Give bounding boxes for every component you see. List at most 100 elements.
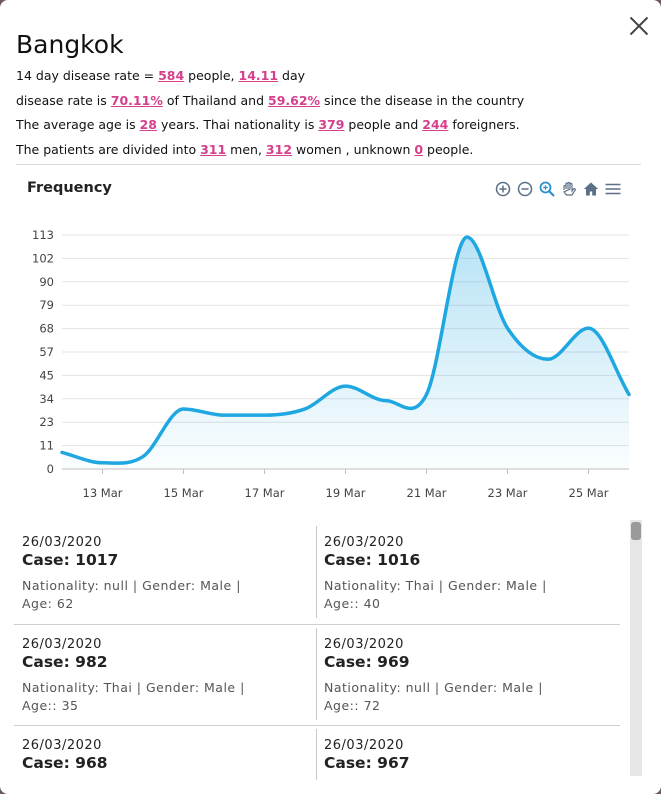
chart-toolbar — [494, 180, 622, 198]
pct-thailand-value: 70.11% — [110, 92, 163, 108]
case-date: 26/03/2020 — [324, 738, 404, 753]
case-meta-line: Nationality: null | Gender: Male | — [324, 680, 543, 695]
x-tick-label: 15 Mar — [164, 486, 204, 500]
foreign-count-value: 244 — [422, 117, 449, 132]
x-tick-label: 23 Mar — [488, 486, 528, 500]
frequency-chart: 0 11 23 34 45 57 68 79 90 102 113 13 Mar 15 Mar 17 M… — [32, 228, 631, 500]
summary-text-part: years. Thai nationality is — [157, 117, 319, 132]
case-meta-line: Age:: 35 — [22, 698, 79, 713]
summary-text-part: people. — [423, 141, 474, 157]
series-points — [61, 236, 630, 463]
case-meta: Nationality: null | Gender: Male | Age: 6… — [22, 577, 310, 613]
case-list-scrollbar[interactable] — [630, 520, 642, 776]
summary-text-part: foreigners. — [448, 117, 520, 132]
y-tick-label: 79 — [39, 298, 54, 312]
case-number: Case: 982 — [22, 653, 108, 671]
menu-icon[interactable] — [604, 180, 622, 198]
summary-line-1: 14 day disease rate = 584 people, 14.11 … — [16, 64, 636, 89]
case-card[interactable]: 26/03/2020 Case: 982 Nationality: Thai |… — [14, 622, 310, 722]
case-number: Case: 969 — [324, 653, 410, 671]
case-number: Case: 968 — [22, 754, 108, 772]
case-number: Case: 967 — [324, 754, 410, 772]
x-axis: 13 Mar 15 Mar 17 Mar 19 Mar 21 Mar 23 Mar 25 M… — [83, 469, 609, 500]
case-date: 26/03/2020 — [22, 738, 102, 753]
summary-text-part: day — [278, 68, 306, 83]
summary-text-part: women , unknown — [292, 141, 415, 157]
case-number: Case: 1017 — [22, 551, 119, 569]
case-card[interactable]: 26/03/2020 Case: 1016 Nationality: Thai … — [316, 520, 612, 620]
summary-text-part: since the disease in the country — [320, 92, 525, 108]
zoom-selection-icon[interactable] — [538, 180, 556, 198]
case-list: 26/03/2020 Case: 1017 Nationality: null … — [14, 520, 620, 780]
y-axis: 0 11 23 34 45 57 68 79 90 102 113 — [32, 228, 54, 476]
page-title: Bangkok — [16, 30, 124, 59]
x-tick-label: 25 Mar — [569, 486, 609, 500]
days-value: 14.11 — [238, 68, 279, 83]
card-separator — [316, 628, 317, 720]
case-date: 26/03/2020 — [22, 535, 102, 550]
row-separator — [14, 624, 620, 625]
case-meta-line: Nationality: Thai | Gender: Male | — [22, 680, 245, 695]
close-icon[interactable] — [627, 14, 651, 38]
summary-text-part: people and — [344, 117, 423, 132]
card-separator — [316, 526, 317, 618]
x-tick-label: 21 Mar — [407, 486, 447, 500]
case-meta-line: Nationality: null | Gender: Male | — [22, 578, 241, 593]
case-card[interactable]: 26/03/2020 Case: 1017 Nationality: null … — [14, 520, 310, 620]
avg-age-value: 28 — [139, 117, 157, 132]
case-meta: Nationality: Thai | Gender: Male |Age:: … — [22, 679, 310, 715]
case-date: 26/03/2020 — [324, 535, 404, 550]
y-tick-label: 57 — [39, 345, 54, 359]
case-meta-line: Age:: 72 — [324, 698, 381, 713]
y-tick-label: 45 — [39, 368, 54, 382]
y-tick-label: 68 — [39, 322, 54, 336]
y-tick-label: 23 — [39, 415, 54, 429]
case-card[interactable]: 26/03/2020 Case: 969 Nationality: null |… — [316, 622, 612, 722]
x-tick-label: 19 Mar — [326, 486, 366, 500]
summary-text-part: of Thailand and — [162, 92, 268, 108]
case-date: 26/03/2020 — [324, 637, 404, 652]
x-tick-label: 13 Mar — [83, 486, 123, 500]
series-line — [60, 235, 631, 465]
y-tick-label: 113 — [32, 228, 54, 242]
summary-text-part: disease rate is — [16, 92, 111, 108]
y-tick-label: 0 — [47, 462, 54, 476]
case-card[interactable]: 26/03/2020 Case: 967 — [316, 723, 612, 780]
case-meta: Nationality: Thai | Gender: Male |Age:: … — [324, 577, 612, 613]
summary-text-part: men, — [226, 141, 266, 157]
chart-title: Frequency — [27, 180, 112, 196]
y-tick-label: 11 — [39, 439, 54, 453]
y-tick-label: 90 — [39, 275, 54, 289]
summary-line-2: disease rate is 70.11% of Thailand and 5… — [16, 89, 636, 114]
divider — [16, 164, 641, 165]
y-tick-label: 102 — [32, 251, 54, 265]
summary-line-3: The average age is 28 years. Thai nation… — [16, 113, 636, 138]
men-count-value: 311 — [200, 141, 227, 157]
y-tick-label: 34 — [39, 392, 54, 406]
case-card[interactable]: 26/03/2020 Case: 968 — [14, 723, 310, 780]
zoom-in-icon[interactable] — [494, 180, 512, 198]
summary-line-4: The patients are divided into 311 men, 3… — [16, 138, 636, 163]
pct-since-value: 59.62% — [268, 92, 321, 108]
summary-text: 14 day disease rate = 584 people, 14.11 … — [16, 64, 636, 162]
card-separator — [316, 729, 317, 780]
case-meta-line: Age: 62 — [22, 596, 74, 611]
summary-text-part: people, — [184, 68, 239, 83]
case-number: Case: 1016 — [324, 551, 421, 569]
reset-home-icon[interactable] — [582, 180, 600, 198]
row-separator — [14, 725, 620, 726]
women-count-value: 312 — [265, 141, 293, 157]
summary-text-part: The average age is — [16, 117, 140, 132]
case-date: 26/03/2020 — [22, 637, 102, 652]
rate-14day-value: 584 — [158, 68, 185, 83]
unknown-count-value: 0 — [414, 141, 424, 157]
scrollbar-thumb[interactable] — [631, 522, 641, 540]
series-area — [62, 237, 629, 469]
thai-count-value: 379 — [318, 117, 345, 132]
case-meta-line: Nationality: Thai | Gender: Male | — [324, 578, 547, 593]
zoom-out-icon[interactable] — [516, 180, 534, 198]
pan-hand-icon[interactable] — [560, 180, 578, 198]
summary-text-part: 14 day disease rate = — [16, 68, 159, 83]
case-meta-line: Age:: 40 — [324, 596, 381, 611]
